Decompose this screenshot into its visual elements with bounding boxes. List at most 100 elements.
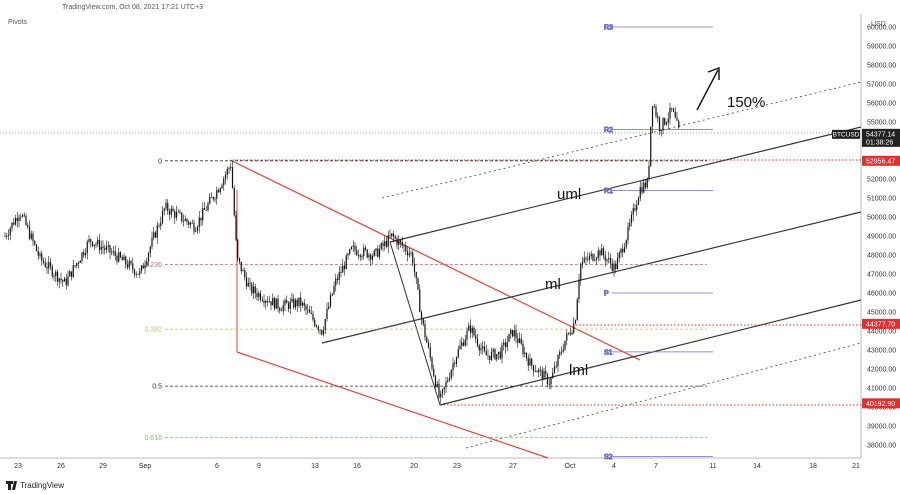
candle-body	[130, 261, 132, 264]
candle-body	[417, 278, 419, 290]
x-tick-label: 14	[753, 463, 761, 470]
candle-body	[378, 249, 381, 257]
candle-body	[566, 333, 568, 341]
candle-body	[426, 337, 428, 343]
candle-body	[156, 225, 158, 238]
candle-body	[230, 167, 232, 169]
candle-body	[539, 369, 542, 371]
candle-body	[165, 202, 167, 209]
candle-body	[527, 358, 529, 366]
pivot-label: R2	[604, 127, 613, 134]
candle-body	[646, 178, 648, 188]
candle-body	[487, 355, 489, 357]
x-tick-label: 29	[99, 463, 107, 470]
candle-body	[142, 265, 144, 269]
candle-body	[594, 259, 596, 261]
candle-body	[284, 300, 286, 305]
candle-body	[483, 346, 486, 352]
candle-body	[366, 249, 368, 258]
candle-body	[557, 355, 559, 367]
x-tick-label: Oct	[565, 463, 576, 470]
candle-body	[186, 219, 188, 222]
annotation-uml: uml	[557, 186, 581, 203]
candle-body	[160, 222, 162, 227]
candle-body	[534, 371, 536, 372]
candle-body	[658, 118, 661, 131]
candle-body	[118, 252, 120, 262]
candle-body	[571, 332, 573, 335]
candle-body	[289, 301, 291, 309]
fib-label: 0.382	[144, 327, 162, 334]
candle-body	[503, 342, 505, 345]
candle-body	[496, 354, 498, 360]
time-axis: 23 26 29 Sep 6 9 13 16 20 23 27 Oct 4 7 11 14 18 21	[14, 463, 860, 470]
candle-body	[216, 190, 218, 199]
y-tick-label: 60000.00	[867, 25, 896, 32]
candle-body	[177, 211, 179, 213]
price-level-tag	[862, 155, 900, 166]
candle-body	[25, 215, 27, 226]
candle-body	[207, 203, 209, 211]
candle-body	[480, 348, 482, 351]
candle-body	[98, 239, 101, 250]
candle-body	[637, 198, 640, 205]
candle-body	[375, 248, 377, 251]
candle-body	[501, 344, 503, 359]
candle-body	[328, 306, 330, 309]
candle-body	[419, 289, 421, 313]
candle-body	[90, 239, 92, 242]
pitchfork-150-lower	[465, 342, 862, 449]
candle-body	[597, 250, 599, 258]
x-tick-label: 11	[709, 463, 716, 470]
candle-body	[97, 239, 99, 245]
candle-body	[536, 371, 538, 373]
candle-body	[167, 202, 169, 212]
candle-body	[46, 266, 48, 269]
candle-body	[531, 358, 533, 366]
y-tick-label: 41000.00	[867, 386, 896, 393]
candle-body	[191, 222, 193, 224]
candle-body	[226, 168, 228, 175]
candle-body	[11, 222, 13, 229]
candle-body	[319, 329, 321, 331]
candles-layer	[4, 102, 680, 404]
candle-body	[86, 241, 88, 254]
candle-body	[112, 251, 115, 253]
candle-body	[235, 215, 237, 240]
pivot-label: P	[604, 291, 609, 298]
candle-body	[301, 302, 304, 306]
candle-body	[105, 246, 108, 250]
price-axis: 38000.0039000.0040000.0041000.0042000.00…	[867, 25, 896, 450]
candle-body	[277, 298, 279, 309]
candle-body	[616, 258, 619, 270]
candle-body	[391, 233, 393, 237]
y-tick-label: 38000.00	[867, 443, 896, 450]
candle-body	[238, 257, 241, 262]
candle-body	[639, 187, 641, 199]
red-trend-lower	[236, 351, 549, 459]
pivot-label: S2	[604, 454, 613, 461]
candle-body	[655, 107, 657, 117]
candle-body	[667, 118, 669, 123]
pivot-levels: R3 R2 R1 P S1 S2	[604, 24, 713, 461]
price-level-tag	[862, 398, 900, 409]
candle-body	[394, 236, 396, 239]
candle-body	[615, 263, 617, 270]
candle-body	[627, 226, 629, 241]
candle-body	[123, 256, 125, 261]
candle-body	[525, 352, 528, 359]
candle-body	[398, 240, 400, 245]
candle-body	[342, 265, 344, 273]
candle-body	[198, 217, 200, 228]
candle-body	[405, 246, 407, 252]
x-tick-label: 7	[654, 463, 658, 470]
candle-body	[256, 293, 258, 297]
y-tick-label: 47000.00	[867, 272, 896, 279]
candle-body	[76, 263, 78, 267]
candle-body	[298, 297, 300, 306]
candle-body	[128, 261, 130, 268]
candle-body	[133, 269, 136, 275]
candle-body	[119, 252, 122, 258]
candle-body	[214, 198, 216, 200]
